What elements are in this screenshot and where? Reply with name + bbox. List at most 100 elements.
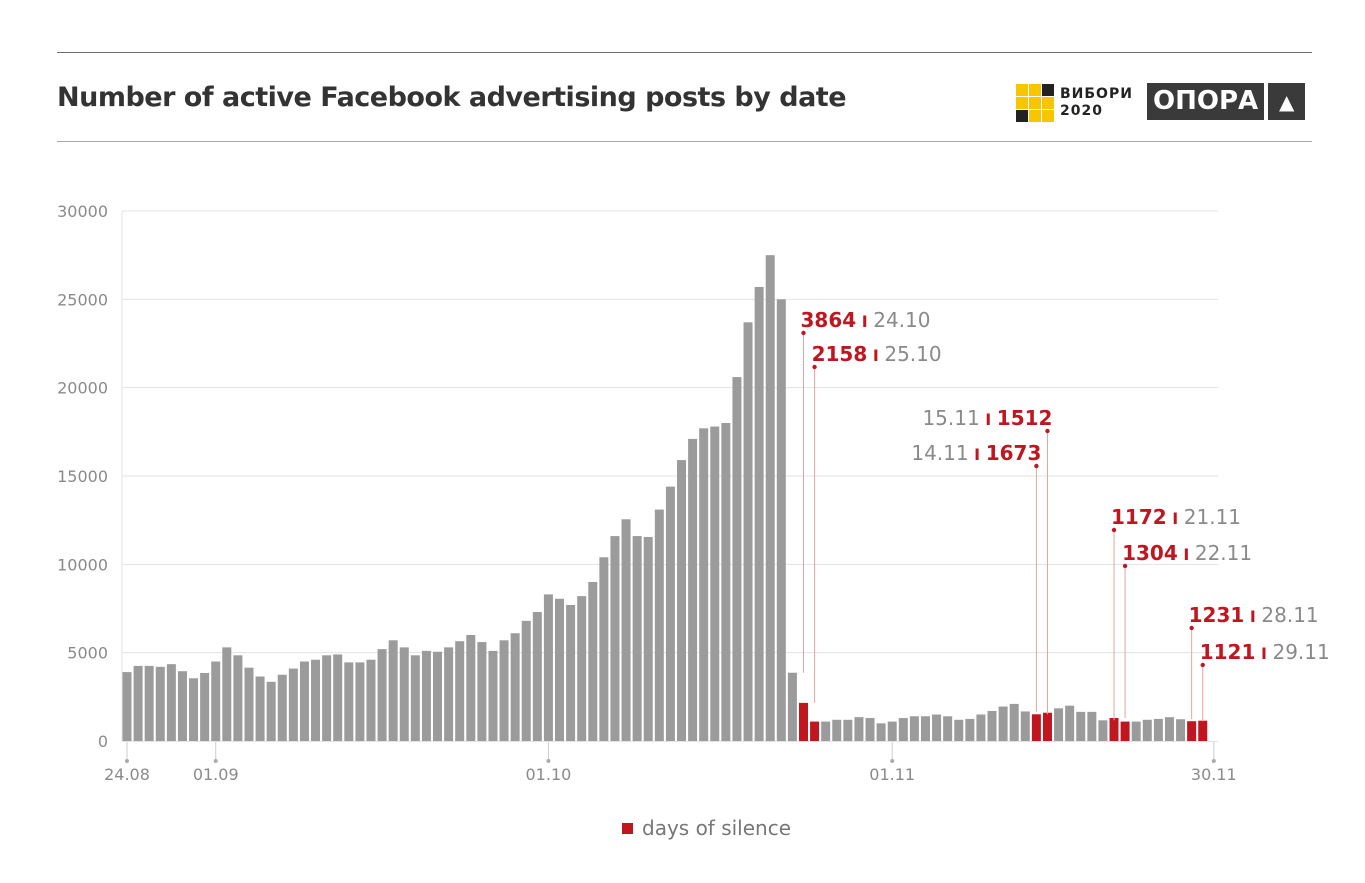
- bar: [1020, 711, 1030, 741]
- bar: [843, 719, 853, 741]
- bar: [665, 486, 675, 741]
- bar: [976, 714, 986, 741]
- bar: [133, 665, 143, 741]
- x-tick-label: 24.08: [104, 765, 150, 784]
- bar: [532, 612, 542, 741]
- bar: [1131, 721, 1141, 741]
- bar: [288, 668, 298, 741]
- y-tick-label: 20000: [57, 379, 108, 398]
- legend-swatch-silence: [622, 822, 633, 834]
- bar: [732, 377, 742, 741]
- chart-title: Number of active Facebook advertising po…: [57, 82, 847, 113]
- silence-bar: [1042, 712, 1052, 741]
- bar: [233, 655, 243, 741]
- x-tick-dot: [890, 759, 895, 763]
- bar: [200, 672, 210, 741]
- silence-annotation: 2158 I 25.10: [812, 342, 942, 366]
- bar: [965, 718, 975, 741]
- bar: [510, 633, 520, 741]
- x-tick-dot: [125, 759, 129, 763]
- y-tick-label: 30000: [57, 202, 108, 221]
- silence-bar: [1031, 714, 1041, 741]
- y-tick-label: 5000: [67, 644, 108, 663]
- bar: [588, 582, 598, 741]
- bar: [1087, 711, 1097, 741]
- bar: [987, 710, 997, 741]
- bar: [887, 721, 897, 741]
- bar: [211, 661, 221, 741]
- bar: [222, 647, 232, 741]
- bar: [1153, 718, 1163, 741]
- bar: [555, 598, 565, 741]
- bar: [699, 428, 709, 741]
- annotation-dot: [1045, 428, 1050, 434]
- bar: [932, 714, 942, 741]
- bar: [421, 650, 431, 741]
- bar: [632, 536, 642, 741]
- bar: [1142, 719, 1152, 741]
- bar: [1065, 705, 1075, 741]
- silence-annotation: 1231 I 28.11: [1189, 603, 1319, 627]
- silence-bar: [810, 721, 820, 741]
- annotation-dot: [801, 330, 806, 336]
- bar: [277, 674, 287, 741]
- bar: [1176, 719, 1186, 741]
- bar: [1009, 703, 1019, 741]
- y-tick-label: 15000: [57, 467, 108, 486]
- bar: [865, 718, 875, 741]
- x-tick-dot: [546, 759, 551, 763]
- x-tick-label: 01.09: [193, 765, 239, 784]
- bar: [444, 647, 454, 741]
- silence-bar: [1198, 720, 1208, 741]
- bar: [189, 678, 199, 741]
- silence-annotation: 14.11 I 1673: [911, 441, 1041, 465]
- bar: [344, 662, 354, 741]
- bar: [122, 672, 132, 741]
- header-divider: [57, 141, 1312, 142]
- silence-bar: [1187, 721, 1197, 741]
- bar: [177, 671, 187, 741]
- bar: [854, 717, 864, 741]
- bar: [1054, 708, 1064, 741]
- bar: [898, 718, 908, 741]
- vybory-logo-line1: ВИБОРИ: [1060, 86, 1133, 102]
- bar: [455, 641, 465, 741]
- bar: [144, 665, 154, 741]
- bar: [399, 647, 409, 741]
- bar: [166, 664, 176, 741]
- vybory-logo-line2: 2020: [1060, 103, 1103, 119]
- bar: [787, 672, 797, 741]
- bar: [654, 509, 664, 741]
- bar: [244, 667, 254, 741]
- bar: [954, 719, 964, 741]
- x-tick-label: 01.10: [526, 765, 572, 784]
- bar: [266, 681, 276, 741]
- bar: [688, 438, 698, 741]
- bar: [366, 659, 376, 741]
- bar: [677, 460, 686, 741]
- bar: [721, 423, 731, 741]
- bar: [299, 661, 309, 741]
- bar: [909, 716, 919, 741]
- bar: [488, 650, 498, 741]
- bar: [410, 655, 420, 741]
- silence-annotation: 15.11 I 1512: [922, 406, 1052, 430]
- bar: [155, 666, 165, 741]
- bar: [920, 716, 930, 741]
- bar: [433, 651, 443, 741]
- annotation-dot: [1200, 662, 1205, 668]
- silence-bar: [1109, 717, 1119, 741]
- legend-label: days of silence: [642, 816, 792, 840]
- bar: [566, 604, 576, 741]
- bar: [876, 723, 886, 741]
- silence-annotation: 1304 I 22.11: [1122, 541, 1252, 565]
- y-tick-label: 25000: [57, 290, 108, 309]
- silence-bar: [798, 702, 808, 741]
- annotation-dot: [1034, 463, 1039, 469]
- opora-logo: ОПОРА ▲: [1147, 83, 1306, 120]
- bar: [599, 557, 609, 741]
- triangle-icon: ▲: [1268, 83, 1306, 120]
- bar: [998, 706, 1008, 741]
- bar: [388, 640, 398, 741]
